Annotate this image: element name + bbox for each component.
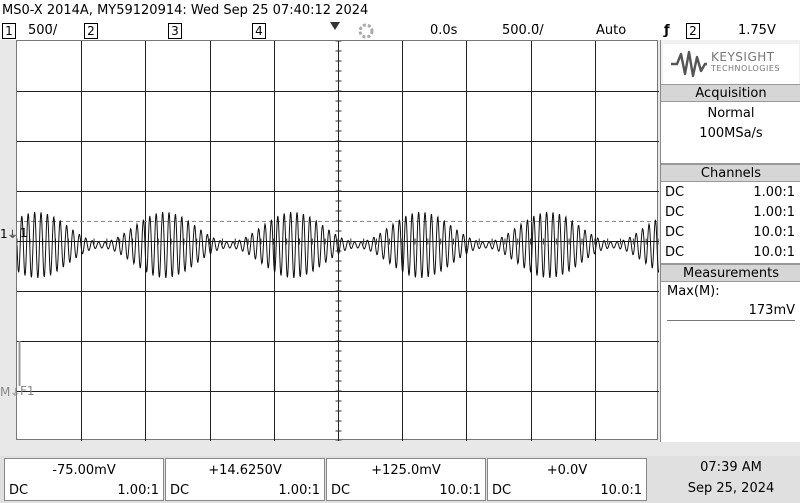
channel-3-button[interactable]: 3 (168, 23, 182, 39)
trigger-source[interactable]: 2 (686, 23, 700, 39)
brand-sub: TECHNOLOGIES (711, 64, 780, 73)
waveform-graticule (17, 41, 659, 441)
channel-1-label: 1 (20, 226, 28, 240)
right-info-panel: KEYSIGHT TECHNOLOGIES Acquisition Normal… (660, 40, 800, 442)
window-title: MS0-X 2014A, MY59120914: Wed Sep 25 07:4… (0, 0, 800, 22)
channel-1-scale[interactable]: 500̄/ (28, 23, 58, 38)
measurement-label: Max(M): (667, 284, 720, 299)
measurement-value: 173mV (667, 302, 795, 321)
clock-date: Sep 25, 2024 (687, 481, 775, 496)
channel-1-button[interactable]: 1 (2, 23, 16, 39)
channel-4-button[interactable]: 4 (252, 23, 266, 39)
run-status-icon (358, 23, 374, 41)
measurements-box: Max(M): 173mV (661, 282, 800, 442)
channel-1-ground-marker[interactable]: 1⏚ (0, 227, 18, 241)
channel-1-offset-softkey[interactable]: -75.00mV DC 1.00:1 (4, 458, 164, 501)
channel-4-offset-softkey[interactable]: +0.0V DC 10.0:1 (487, 458, 647, 501)
brand-name: KEYSIGHT (711, 50, 775, 64)
time-scale[interactable]: 500.0̄/ (502, 23, 544, 38)
top-status-bar: 1 500̄/ 2 3 4 0.0s 500.0̄/ Auto ƒ 2 1.75… (0, 22, 800, 40)
f1-label: F1 (20, 384, 35, 398)
channels-box: DC 1.00:1 DC 1.00:1 DC 10.0:1 DC 10.0:1 (661, 182, 800, 264)
channel-2-button[interactable]: 2 (84, 23, 98, 39)
measurements-heading[interactable]: Measurements (661, 264, 800, 282)
trigger-level[interactable]: 1.75V (738, 23, 776, 38)
bottom-softkey-bar: -75.00mV DC 1.00:1 +14.6250V DC 1.00:1 +… (0, 456, 800, 503)
clock: 07:39 AM Sep 25, 2024 (662, 456, 800, 503)
channels-heading[interactable]: Channels (661, 164, 800, 182)
clock-time: 07:39 AM (700, 460, 762, 475)
trigger-mode[interactable]: Auto (596, 23, 627, 38)
channel-3-offset-softkey[interactable]: +125.0mV DC 10.0:1 (326, 458, 486, 501)
keysight-wave-icon (671, 50, 707, 78)
acquisition-box: Normal 100MSa/s (661, 102, 800, 164)
f1-ground-marker[interactable]: M⏚ (0, 385, 21, 399)
time-delay[interactable]: 0.0s (430, 23, 458, 38)
keysight-logo: KEYSIGHT TECHNOLOGIES (663, 44, 799, 84)
channel-1-trace (17, 211, 659, 279)
trigger-edge-icon: ƒ (664, 23, 670, 38)
channel-2-offset-softkey[interactable]: +14.6250V DC 1.00:1 (165, 458, 325, 501)
trigger-position-marker[interactable] (330, 22, 340, 30)
waveform-display[interactable] (16, 40, 659, 441)
acquisition-rate: 100MSa/s (699, 126, 763, 141)
acquisition-heading[interactable]: Acquisition (661, 84, 800, 102)
acquisition-mode: Normal (707, 106, 755, 121)
